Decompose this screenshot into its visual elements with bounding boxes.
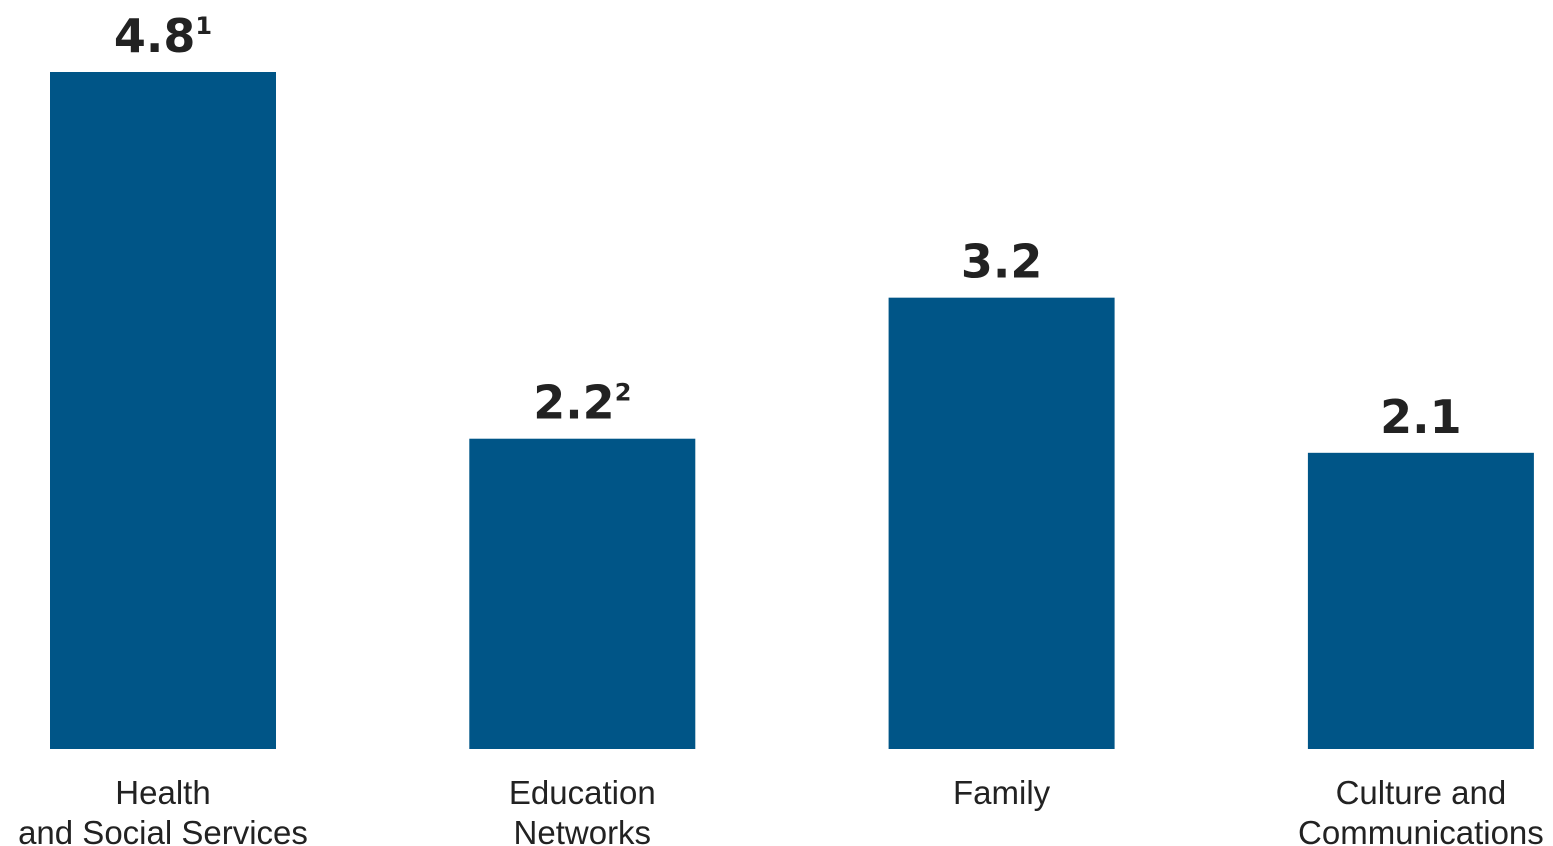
category-label: and Social Services xyxy=(18,814,308,846)
bar-value-text: 2.1 xyxy=(1380,390,1462,444)
category-label: Culture and xyxy=(1336,774,1507,811)
category-label: Education xyxy=(509,774,656,811)
category-label: Communications xyxy=(1298,814,1544,846)
category-label: Health xyxy=(115,774,210,811)
value-labels-group: 4.81 2.22 3.2 2.1 xyxy=(114,9,1462,444)
bar-value-label: 3.2 xyxy=(961,235,1043,289)
bar xyxy=(888,297,1115,749)
bar-value-text: 2.2 xyxy=(533,376,615,430)
bar-value-text: 3.2 xyxy=(961,235,1043,289)
bar-value-label: 2.22 xyxy=(533,376,631,430)
bar-value-label: 4.81 xyxy=(114,9,212,63)
bar-value-label: 2.1 xyxy=(1380,390,1462,444)
category-label: Networks xyxy=(514,814,652,846)
footnote-mark: 2 xyxy=(615,379,632,407)
bars-group xyxy=(50,72,1534,749)
bar xyxy=(50,72,276,749)
footnote-mark: 1 xyxy=(195,12,212,40)
category-label: Family xyxy=(953,774,1051,811)
bar-value-text: 4.8 xyxy=(114,9,196,63)
bar xyxy=(469,438,696,749)
bar xyxy=(1307,452,1534,749)
